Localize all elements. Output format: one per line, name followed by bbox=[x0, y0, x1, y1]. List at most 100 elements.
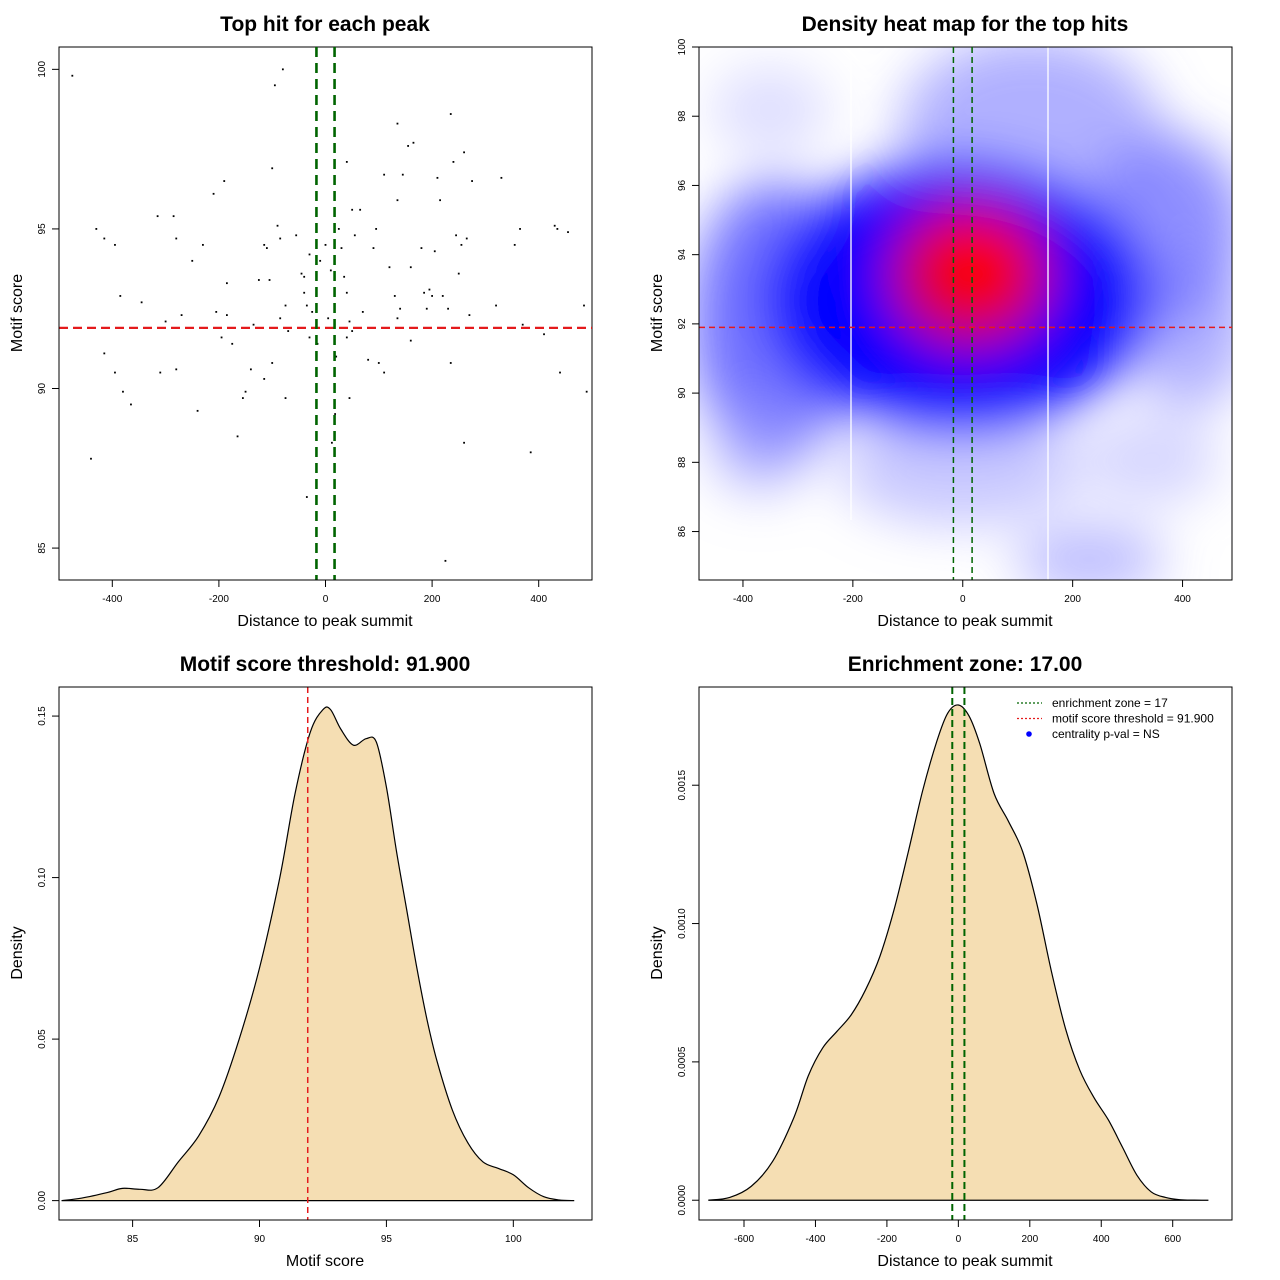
distance-density-curve bbox=[708, 704, 1209, 1201]
panel-scatter: Top hit for each peak -400 -200 0 200 400 85… bbox=[9, 13, 593, 630]
heatmap-y-label: Motif score bbox=[649, 274, 666, 352]
y-tick-label: 96 bbox=[677, 179, 688, 191]
x-tick-label: -200 bbox=[209, 594, 229, 605]
scatter-point bbox=[330, 441, 333, 444]
scatter-point bbox=[383, 371, 386, 374]
y-tick-label: 0.10 bbox=[37, 867, 48, 887]
scatter-point bbox=[441, 295, 444, 297]
scatter-point bbox=[543, 333, 545, 336]
scatter-y-label: Motif score bbox=[9, 274, 26, 352]
scatter-point bbox=[252, 323, 255, 326]
scatter-point bbox=[114, 371, 116, 374]
y-tick-label: 86 bbox=[677, 526, 688, 538]
panel-heatmap: Density heat map for the top hits bbox=[649, 13, 1233, 630]
legend-entry-label: centrality p-val = NS bbox=[1052, 727, 1160, 741]
scatter-point bbox=[119, 295, 122, 297]
y-tick-label: 0.05 bbox=[37, 1029, 48, 1049]
scatter-point bbox=[449, 113, 452, 115]
scatter-point bbox=[433, 250, 436, 253]
x-tick-label: 85 bbox=[127, 1234, 139, 1245]
scatter-point bbox=[457, 272, 460, 275]
scatter-point bbox=[553, 224, 556, 227]
scatter-point bbox=[279, 317, 282, 320]
x-tick-label: 400 bbox=[530, 594, 547, 605]
x-tick-label: 200 bbox=[424, 594, 441, 605]
scatter-point bbox=[329, 269, 332, 272]
scatter-reference-lines bbox=[59, 47, 592, 580]
y-tick-label: 88 bbox=[677, 456, 688, 468]
scatter-point bbox=[383, 173, 386, 176]
scatter-point bbox=[175, 368, 178, 371]
scatter-point bbox=[284, 397, 287, 399]
scatter-point bbox=[196, 409, 199, 412]
x-tick-label: 100 bbox=[505, 1234, 522, 1245]
scatter-point bbox=[175, 237, 178, 240]
scatter-point bbox=[225, 314, 228, 316]
scatter-x-axis: -400 -200 0 200 400 bbox=[102, 579, 547, 605]
x-tick-label: 200 bbox=[1064, 594, 1081, 605]
scatter-point bbox=[279, 237, 282, 240]
heatmap-x-label: Distance to peak summit bbox=[877, 613, 1053, 630]
x-tick-label: 600 bbox=[1164, 1234, 1181, 1245]
scatter-x-label: Distance to peak summit bbox=[237, 613, 413, 630]
density-fill bbox=[708, 704, 1209, 1201]
scatter-point bbox=[468, 314, 471, 316]
scatter-point bbox=[103, 352, 106, 355]
y-tick-label: 0.15 bbox=[37, 706, 48, 726]
scatter-point bbox=[273, 84, 276, 87]
scatter-point bbox=[263, 378, 266, 380]
scatter-point bbox=[529, 451, 532, 454]
legend-entry-label: enrichment zone = 17 bbox=[1052, 696, 1168, 710]
panel-distance-density: Enrichment zone: 17.00 -600 -400 -200 0 200 4… bbox=[649, 653, 1233, 1270]
x-tick-label: -400 bbox=[733, 594, 753, 605]
scatter-points bbox=[71, 68, 588, 562]
y-tick-label: 98 bbox=[677, 110, 688, 122]
scatter-point bbox=[420, 247, 423, 249]
y-tick-label: 100 bbox=[677, 38, 688, 55]
scatter-point bbox=[393, 295, 396, 297]
scatter-point bbox=[212, 192, 215, 195]
scatter-point bbox=[327, 317, 330, 320]
scatter-point bbox=[367, 358, 370, 361]
scatter-point bbox=[191, 259, 194, 262]
scatter-point bbox=[351, 330, 354, 332]
distance-density-x-axis: -600 -400 -200 0 200 400 600 bbox=[734, 1219, 1181, 1245]
scatter-point bbox=[71, 74, 74, 77]
y-tick-label: 95 bbox=[37, 223, 48, 235]
y-tick-label: 92 bbox=[677, 318, 688, 330]
scatter-point bbox=[471, 180, 473, 182]
scatter-point bbox=[396, 317, 399, 320]
legend-dot-swatch bbox=[1026, 731, 1032, 737]
y-tick-label: 100 bbox=[37, 61, 48, 78]
scatter-plot-frame bbox=[58, 46, 593, 581]
scatter-point bbox=[225, 282, 228, 285]
scatter-point bbox=[223, 180, 226, 182]
y-tick-label: 0.00 bbox=[37, 1190, 48, 1210]
scatter-point bbox=[423, 291, 426, 294]
scatter-point bbox=[295, 234, 298, 237]
y-tick-label: 0.0000 bbox=[677, 1184, 688, 1215]
scatter-point bbox=[287, 330, 290, 332]
scatter-title: Top hit for each peak bbox=[220, 13, 430, 36]
scatter-point bbox=[463, 441, 465, 444]
scatter-point bbox=[412, 141, 415, 144]
density-fill bbox=[61, 706, 575, 1201]
scatter-point bbox=[249, 368, 252, 371]
scatter-point bbox=[345, 291, 348, 294]
scatter-point bbox=[460, 243, 463, 246]
heatmap-reference-lines bbox=[699, 47, 1232, 580]
y-tick-label: 90 bbox=[37, 383, 48, 395]
legend: enrichment zone = 17 motif score threshol… bbox=[1017, 696, 1214, 741]
scatter-point bbox=[319, 259, 322, 262]
heatmap-y-axis: 86 88 90 92 94 96 98 100 bbox=[677, 38, 700, 538]
scatter-point bbox=[343, 275, 346, 278]
score-density-y-label: Density bbox=[9, 926, 26, 979]
distance-density-x-label: Distance to peak summit bbox=[877, 1253, 1053, 1270]
scatter-point bbox=[265, 247, 268, 249]
scatter-point bbox=[439, 199, 441, 202]
distance-density-y-axis: 0.0000 0.0005 0.0010 0.0015 bbox=[677, 769, 700, 1216]
scatter-point bbox=[300, 272, 303, 275]
scatter-point bbox=[172, 215, 175, 218]
heatmap-x-axis: -400 -200 0 200 400 bbox=[733, 579, 1191, 605]
